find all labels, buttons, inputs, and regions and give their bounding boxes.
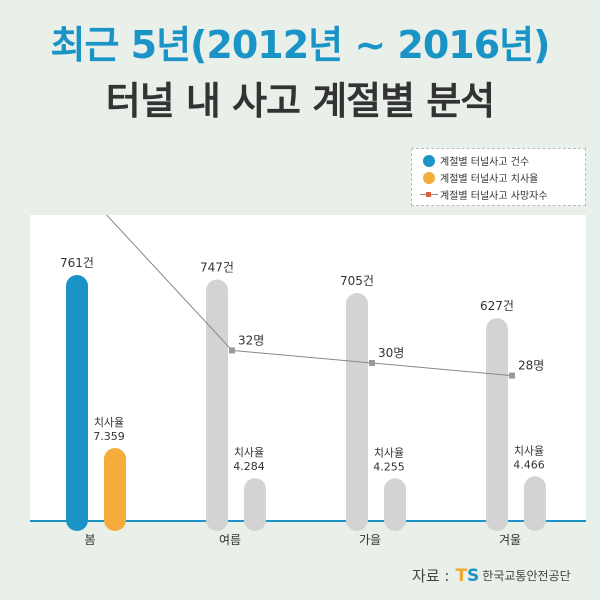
page-title-line1: 최근 5년(2012년 ~ 2016년)	[50, 23, 550, 67]
source-org: 한국교통안전공단	[482, 569, 571, 583]
legend-dot-icon	[423, 154, 435, 167]
fatality-bar	[244, 478, 266, 531]
ts-logo: TS	[455, 565, 480, 586]
fatality-bar	[104, 448, 126, 531]
fatality-bar	[524, 476, 546, 531]
accident-bar	[66, 275, 88, 531]
fatality-label: 7.359	[93, 430, 125, 443]
chart-panel: 761건 치사율 7.359 봄 747건 치사율 4.284 여름 705건 치사율 4.255 가…	[30, 215, 586, 547]
deaths-point	[369, 360, 375, 366]
legend-line-marker-icon	[420, 190, 438, 200]
source-credit: 자료 : TS 한국교통안전공단	[412, 565, 571, 586]
legend-item-deaths: 계절별 터널사고 사망자수	[418, 186, 579, 203]
deaths-label-bg	[236, 333, 268, 349]
deaths-label: 28명	[518, 359, 544, 373]
legend-label: 계절별 터널사고 건수	[440, 157, 530, 168]
deaths-label-bg	[516, 358, 548, 374]
source-label: 자료 :	[412, 567, 450, 585]
category-label: 봄	[84, 533, 95, 547]
legend-item-accidents: 계절별 터널사고 건수	[418, 152, 579, 169]
fatality-label-prefix: 치사율	[234, 446, 264, 459]
fatality-label: 4.466	[513, 458, 545, 471]
page-title-line2: 터널 내 사고 계절별 분석	[105, 79, 496, 123]
accident-label: 761건	[60, 256, 94, 270]
category-label: 가을	[359, 533, 381, 547]
fatality-label: 4.284	[233, 460, 265, 473]
deaths-point	[509, 372, 515, 379]
deaths-label-bg	[376, 346, 408, 361]
legend-label: 계절별 터널사고 치사율	[440, 174, 539, 185]
fatality-label-prefix: 치사율	[514, 444, 544, 457]
deaths-label: 32명	[238, 333, 264, 347]
deaths-line	[105, 215, 513, 377]
accident-bar	[486, 318, 508, 531]
legend-label: 계절별 터널사고 사망자수	[440, 191, 548, 202]
fatality-bar	[384, 478, 406, 531]
accident-label: 627건	[480, 299, 514, 313]
fatality-label-prefix: 치사율	[94, 416, 124, 429]
fatality-label: 4.255	[373, 460, 405, 473]
accident-label: 747건	[200, 261, 234, 275]
legend-item-fatality-rate: 계절별 터널사고 치사율	[418, 169, 579, 186]
season-chart: 761건치사율7.359봄747건치사율4.284여름705건치사율4.255가…	[30, 215, 586, 547]
legend-dot-icon	[423, 171, 435, 184]
chart-legend: 계절별 터널사고 건수 계절별 터널사고 치사율 계절별 터널사고 사망자수	[411, 148, 586, 206]
accident-bar	[346, 293, 368, 531]
category-label: 겨울	[499, 533, 521, 547]
accident-label: 705건	[340, 274, 374, 288]
category-label: 여름	[219, 533, 241, 547]
fatality-label-prefix: 치사율	[374, 446, 404, 459]
deaths-label: 30명	[378, 346, 404, 360]
deaths-point	[229, 347, 235, 354]
accident-bar	[206, 279, 228, 531]
